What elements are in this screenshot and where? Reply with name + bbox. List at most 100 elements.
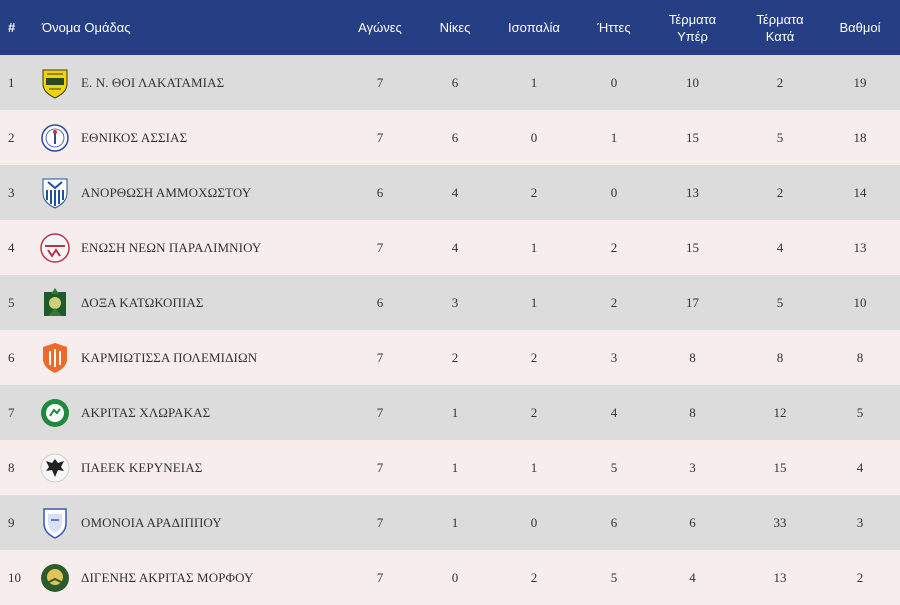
losses-cell: 5 <box>610 569 618 585</box>
team-cell: ΕΘΝΙΚΟΣ ΑΣΣΙΑΣ <box>40 110 335 165</box>
team-info: ΕΝΩΣΗ ΝΕΩΝ ΠΑΡΑΛΙΜΝΙΟΥ <box>40 231 335 265</box>
points-cell: 13 <box>853 239 867 255</box>
draws-cell: 2 <box>530 404 538 420</box>
header-goals-for[interactable]: Τέρματα Υπέρ <box>645 0 740 55</box>
position-cell: 4 <box>8 239 15 255</box>
goals-against-cell: 13 <box>773 569 787 585</box>
table-row[interactable]: 4 ΕΝΩΣΗ ΝΕΩΝ ΠΑΡΑΛΙΜΝΙΟΥ 7 4 1 2 15 4 13 <box>0 220 900 275</box>
goals-against-cell: 15 <box>773 459 787 475</box>
losses-cell: 6 <box>610 514 618 530</box>
points-cell: 8 <box>856 349 864 365</box>
header-position[interactable]: # <box>8 20 16 35</box>
draws-cell: 1 <box>530 459 538 475</box>
wins-cell: 4 <box>451 239 459 255</box>
ethnikos-assias-crest-icon <box>40 121 70 155</box>
team-name[interactable]: ΔΙΓΕΝΗΣ ΑΚΡΙΤΑΣ ΜΟΡΦΟΥ <box>81 569 254 585</box>
header-points[interactable]: Βαθμοί <box>839 20 881 35</box>
position-cell: 7 <box>8 404 15 420</box>
losses-cell: 5 <box>610 459 618 475</box>
anorthosis-crest-icon <box>40 176 70 210</box>
position-cell: 9 <box>8 514 15 530</box>
position-cell: 5 <box>8 294 15 310</box>
table-row[interactable]: 2 ΕΘΝΙΚΟΣ ΑΣΣΙΑΣ 7 6 0 1 15 5 18 <box>0 110 900 165</box>
team-name[interactable]: ΕΘΝΙΚΟΣ ΑΣΣΙΑΣ <box>81 129 188 145</box>
draws-cell: 2 <box>530 569 538 585</box>
akritas-chlorakas-crest-icon <box>40 396 70 430</box>
table-row[interactable]: 5 ΔΟΞΑ ΚΑΤΩΚΟΠΙΑΣ 6 3 1 2 17 5 10 <box>0 275 900 330</box>
wins-cell: 4 <box>451 184 459 200</box>
thoi-lakatamias-crest-icon <box>40 66 70 100</box>
team-info: ΑΚΡΙΤΑΣ ΧΛΩΡΑΚΑΣ <box>40 396 335 430</box>
header-losses[interactable]: Ήττες <box>597 20 631 35</box>
team-info: ΔΙΓΕΝΗΣ ΑΚΡΙΤΑΣ ΜΟΡΦΟΥ <box>40 561 335 595</box>
team-name[interactable]: ΑΝΟΡΘΩΣΗ ΑΜΜΟΧΩΣΤΟΥ <box>81 184 252 200</box>
team-cell: ΠΑΕΕΚ ΚΕΡΥΝΕΙΑΣ <box>40 440 335 495</box>
position-cell: 10 <box>8 569 21 585</box>
goals-for-cell: 3 <box>689 459 696 475</box>
goals-for-cell: 8 <box>689 404 696 420</box>
goals-for-cell: 13 <box>686 184 699 200</box>
position-cell: 6 <box>8 349 15 365</box>
played-cell: 7 <box>376 129 384 145</box>
draws-cell: 0 <box>530 514 538 530</box>
team-cell: ΟΜΟΝΟΙΑ ΑΡΑΔΙΠΠΟΥ <box>40 495 335 550</box>
team-name[interactable]: ΚΑΡΜΙΩΤΙΣΣΑ ΠΟΛΕΜΙΔΙΩΝ <box>81 349 258 365</box>
goals-against-cell: 4 <box>776 239 784 255</box>
losses-cell: 3 <box>610 349 618 365</box>
goals-against-cell: 2 <box>776 74 784 90</box>
goals-against-cell: 2 <box>776 184 784 200</box>
points-cell: 4 <box>856 459 864 475</box>
draws-cell: 2 <box>530 349 538 365</box>
omonoia-aradippou-crest-icon <box>40 506 70 540</box>
wins-cell: 1 <box>451 459 459 475</box>
wins-cell: 2 <box>451 349 459 365</box>
team-name[interactable]: ΟΜΟΝΟΙΑ ΑΡΑΔΙΠΠΟΥ <box>81 514 222 530</box>
played-cell: 7 <box>376 349 384 365</box>
team-name[interactable]: Ε. Ν. ΘΟΙ ΛΑΚΑΤΑΜΙΑΣ <box>81 74 225 90</box>
doxa-katokopias-crest-icon <box>40 286 70 320</box>
table-body: 1 Ε. Ν. ΘΟΙ ΛΑΚΑΤΑΜΙΑΣ 7 6 1 0 10 2 19 2 ΕΘΝΙΚΟΣ Α… <box>0 55 900 605</box>
losses-cell: 2 <box>610 294 618 310</box>
position-cell: 1 <box>8 74 15 90</box>
paeek-crest-icon <box>40 451 70 485</box>
losses-cell: 2 <box>610 239 618 255</box>
goals-for-cell: 10 <box>686 74 699 90</box>
team-cell: ΑΚΡΙΤΑΣ ΧΛΩΡΑΚΑΣ <box>40 385 335 440</box>
team-cell: Ε. Ν. ΘΟΙ ΛΑΚΑΤΑΜΙΑΣ <box>40 55 335 110</box>
table-row[interactable]: 9 ΟΜΟΝΟΙΑ ΑΡΑΔΙΠΠΟΥ 7 1 0 6 6 33 3 <box>0 495 900 550</box>
team-info: ΚΑΡΜΙΩΤΙΣΣΑ ΠΟΛΕΜΙΔΙΩΝ <box>40 341 335 375</box>
header-goals-against-line1: Τέρματα <box>756 11 804 27</box>
points-cell: 3 <box>856 514 864 530</box>
losses-cell: 1 <box>610 129 618 145</box>
wins-cell: 1 <box>451 514 459 530</box>
goals-for-cell: 8 <box>689 349 696 365</box>
table-row[interactable]: 10 ΔΙΓΕΝΗΣ ΑΚΡΙΤΑΣ ΜΟΡΦΟΥ 7 0 2 5 4 13 2 <box>0 550 900 605</box>
table-row[interactable]: 6 ΚΑΡΜΙΩΤΙΣΣΑ ΠΟΛΕΜΙΔΙΩΝ 7 2 2 3 8 8 8 <box>0 330 900 385</box>
goals-for-cell: 4 <box>689 569 696 585</box>
team-cell: ΚΑΡΜΙΩΤΙΣΣΑ ΠΟΛΕΜΙΔΙΩΝ <box>40 330 335 385</box>
table-row[interactable]: 7 ΑΚΡΙΤΑΣ ΧΛΩΡΑΚΑΣ 7 1 2 4 8 12 5 <box>0 385 900 440</box>
header-team-name[interactable]: Όνομα Ομάδας <box>42 20 131 35</box>
table-row[interactable]: 1 Ε. Ν. ΘΟΙ ΛΑΚΑΤΑΜΙΑΣ 7 6 1 0 10 2 19 <box>0 55 900 110</box>
goals-for-cell: 6 <box>689 514 696 530</box>
team-name[interactable]: ΔΟΞΑ ΚΑΤΩΚΟΠΙΑΣ <box>81 294 204 310</box>
header-draws[interactable]: Ισοπαλία <box>508 20 560 35</box>
team-cell: ΕΝΩΣΗ ΝΕΩΝ ΠΑΡΑΛΙΜΝΙΟΥ <box>40 220 335 275</box>
played-cell: 7 <box>376 514 384 530</box>
draws-cell: 1 <box>530 294 538 310</box>
wins-cell: 6 <box>451 129 459 145</box>
points-cell: 18 <box>853 129 867 145</box>
table-row[interactable]: 8 ΠΑΕΕΚ ΚΕΡΥΝΕΙΑΣ 7 1 1 5 3 15 4 <box>0 440 900 495</box>
team-info: ΟΜΟΝΟΙΑ ΑΡΑΔΙΠΠΟΥ <box>40 506 335 540</box>
header-played[interactable]: Αγώνες <box>358 20 402 35</box>
header-goals-against[interactable]: Τέρματα Κατά <box>740 0 820 55</box>
table-row[interactable]: 3 ΑΝΟΡΘΩΣΗ ΑΜΜΟΧΩΣΤΟΥ 6 4 2 0 13 2 14 <box>0 165 900 220</box>
draws-cell: 2 <box>530 184 538 200</box>
team-name[interactable]: ΕΝΩΣΗ ΝΕΩΝ ΠΑΡΑΛΙΜΝΙΟΥ <box>81 239 262 255</box>
team-name[interactable]: ΠΑΕΕΚ ΚΕΡΥΝΕΙΑΣ <box>81 459 203 475</box>
draws-cell: 1 <box>530 74 538 90</box>
team-name[interactable]: ΑΚΡΙΤΑΣ ΧΛΩΡΑΚΑΣ <box>81 404 211 420</box>
header-wins[interactable]: Νίκες <box>439 20 471 35</box>
losses-cell: 0 <box>610 184 618 200</box>
